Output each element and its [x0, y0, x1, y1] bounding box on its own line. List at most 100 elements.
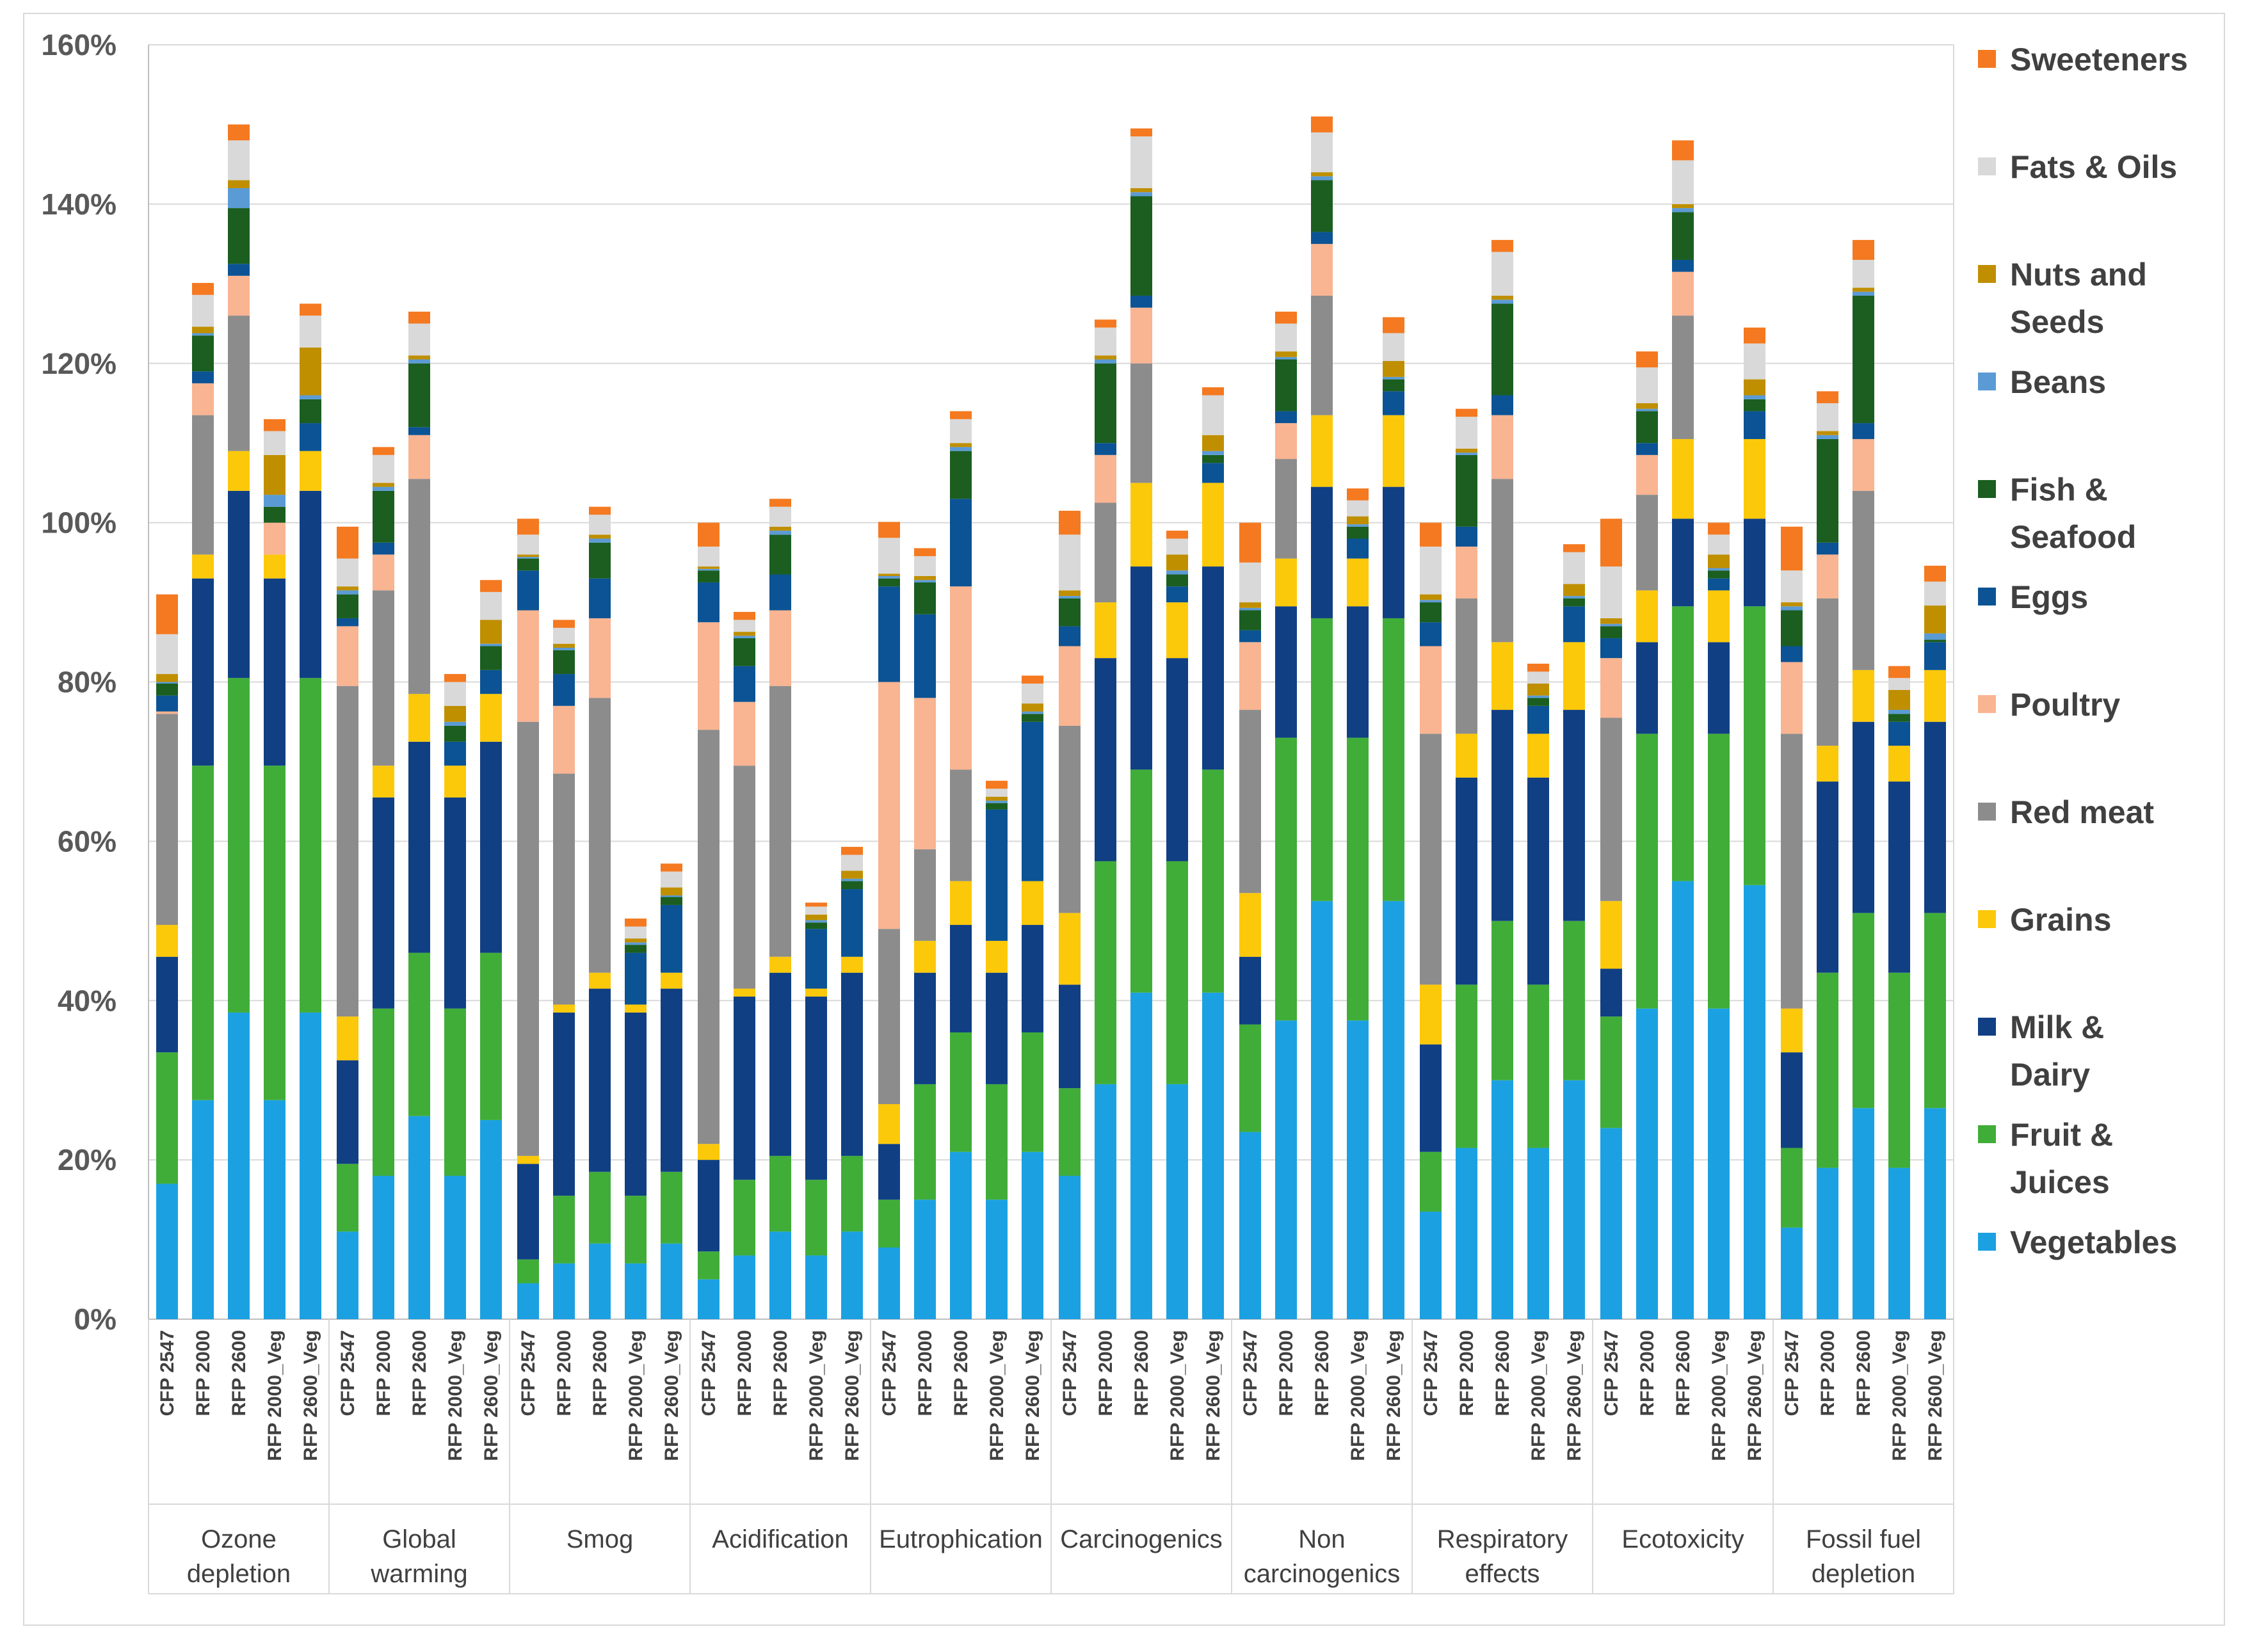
- bar-segment-beans: [192, 333, 214, 336]
- bar-segment-sweeteners: [769, 499, 791, 507]
- bar-segment-sweeteners: [625, 918, 647, 927]
- bar-segment-grains: [589, 972, 611, 989]
- bar-segment-fats-oils: [841, 854, 863, 871]
- legend-item: Grains: [1978, 902, 2111, 938]
- bar-segment-nuts-and-seeds: [553, 643, 575, 648]
- legend-swatch: [1978, 373, 1996, 390]
- bar-segment-eggs: [1383, 391, 1404, 415]
- bar-segment-eggs: [192, 371, 214, 383]
- bar-segment-poultry: [1456, 546, 1477, 598]
- bar-segment-fish-seafood: [517, 558, 539, 571]
- bar-segment-milk-dairy: [1563, 710, 1585, 921]
- bar-segment-nuts-and-seeds: [337, 586, 358, 591]
- bar-segment-sweeteners: [408, 311, 430, 324]
- bar-segment-vegetables: [444, 1176, 466, 1319]
- bar-segment-eggs: [444, 741, 466, 766]
- bar-segment-beans: [1239, 607, 1261, 611]
- bar-segment-nuts-and-seeds: [1563, 584, 1585, 597]
- bar-segment-beans: [1781, 606, 1803, 611]
- legend-item: Vegetables: [1978, 1224, 2177, 1260]
- bar-segment-red-meat: [950, 769, 972, 881]
- bar-segment-vegetables: [1275, 1020, 1297, 1319]
- bar-segment-grains: [480, 694, 502, 742]
- bar-segment-sweeteners: [1600, 518, 1622, 567]
- bar-segment-fruit-juices: [156, 1052, 178, 1184]
- bar-segment-eggs: [517, 570, 539, 611]
- bar-segment-vegetables: [1781, 1227, 1803, 1319]
- bar-segment-fruit-juices: [1130, 769, 1152, 993]
- bar-segment-fats-oils: [1817, 403, 1838, 431]
- x-tick-label: RFP 2000: [1637, 1330, 1658, 1416]
- bar-segment-eggs: [1708, 578, 1730, 591]
- bar-segment-fruit-juices: [373, 1008, 394, 1176]
- bar-segment-beans: [878, 575, 900, 579]
- bar-segment-fish-seafood: [1275, 359, 1297, 412]
- bar-segment-fats-oils: [553, 627, 575, 644]
- bar-segment-fish-seafood: [1781, 610, 1803, 646]
- bar-group: [698, 499, 863, 1319]
- bar-segment-fruit-juices: [1853, 913, 1874, 1109]
- bar-segment-beans: [1275, 357, 1297, 360]
- x-tick-label: RFP 2000_Veg: [264, 1330, 285, 1461]
- bar-segment-fruit-juices: [1095, 861, 1116, 1084]
- bar-segment-fruit-juices: [1166, 861, 1188, 1084]
- bar-segment-fats-oils: [1383, 333, 1404, 362]
- bar-segment-fish-seafood: [625, 945, 647, 953]
- bar-segment-vegetables: [950, 1151, 972, 1319]
- bar-segment-grains: [1311, 415, 1333, 487]
- group-label: depletion: [187, 1560, 291, 1588]
- bar-segment-sweeteners: [1059, 510, 1081, 535]
- bar-segment-milk-dairy: [805, 997, 827, 1180]
- bar-segment-sweeteners: [589, 506, 611, 515]
- bar-segment-nuts-and-seeds: [589, 534, 611, 539]
- x-tick-label: RFP 2000_Veg: [986, 1330, 1008, 1461]
- bar-segment-sweeteners: [228, 124, 250, 141]
- bar-segment-beans: [1202, 451, 1224, 455]
- legend-item: Fish & Seafood: [1978, 472, 2136, 555]
- bar-segment-beans: [1817, 435, 1838, 439]
- bar-segment-red-meat: [589, 698, 611, 973]
- bar-segment-fats-oils: [1202, 395, 1224, 435]
- bar-segment-red-meat: [1059, 725, 1081, 913]
- legend: Sweeteners Fats & Oils Nuts and Seeds Beans F…: [1978, 42, 2188, 1260]
- bar-segment-grains: [1708, 590, 1730, 643]
- y-tick-label: 160%: [41, 28, 117, 61]
- bar-segment-nuts-and-seeds: [1347, 516, 1369, 525]
- bar-segment-fats-oils: [698, 546, 720, 567]
- bar-segment-eggs: [373, 542, 394, 555]
- bar-segment-fish-seafood: [1888, 714, 1910, 722]
- bar-segment-fats-oils: [1527, 671, 1549, 684]
- bar-segment-red-meat: [734, 766, 755, 989]
- bar-segment-grains: [1672, 438, 1694, 519]
- bar-segment-poultry: [1817, 554, 1838, 598]
- bar-segment-beans: [553, 647, 575, 650]
- bar-segment-nuts-and-seeds: [1275, 351, 1297, 357]
- bar-segment-milk-dairy: [1059, 984, 1081, 1089]
- legend-label: Seeds: [2010, 304, 2104, 340]
- bar-segment-milk-dairy: [1600, 968, 1622, 1017]
- bar-segment-fish-seafood: [1708, 570, 1730, 579]
- bar-segment-nuts-and-seeds: [1781, 602, 1803, 607]
- bar-segment-vegetables: [517, 1283, 539, 1319]
- bar-segment-fats-oils: [589, 515, 611, 535]
- bar-segment-sweeteners: [373, 447, 394, 455]
- bar-segment-grains: [373, 766, 394, 798]
- bar-segment-eggs: [950, 499, 972, 587]
- bar-segment-beans: [1708, 568, 1730, 571]
- x-tick-label: CFP 2547: [879, 1330, 900, 1416]
- bar-segment-beans: [734, 636, 755, 639]
- bar-segment-milk-dairy: [1888, 782, 1910, 973]
- bar-segment-eggs: [878, 586, 900, 682]
- bar-segment-poultry: [264, 522, 285, 555]
- x-tick-label: RFP 2600: [1492, 1330, 1513, 1416]
- bar-segment-sweeteners: [1563, 544, 1585, 552]
- bar-segment-grains: [1491, 642, 1513, 710]
- group-label: Eutrophication: [879, 1525, 1043, 1553]
- bar-segment-sweeteners: [1347, 488, 1369, 501]
- bar-segment-grains: [156, 925, 178, 957]
- bar-segment-fats-oils: [1491, 252, 1513, 296]
- bar-segment-grains: [841, 956, 863, 973]
- bar-segment-beans: [444, 721, 466, 726]
- bar-segment-fruit-juices: [408, 952, 430, 1116]
